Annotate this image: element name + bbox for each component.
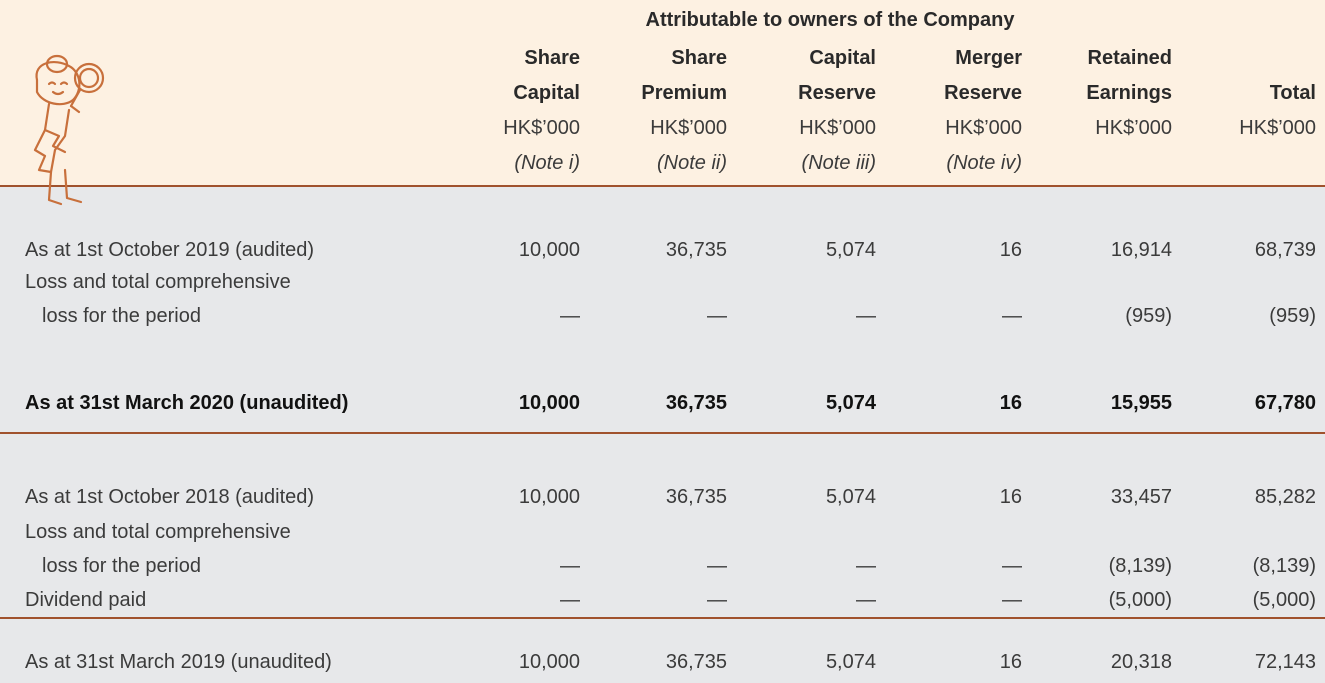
cell: 72,143 [1255, 650, 1316, 674]
column-header: Earnings [1086, 81, 1172, 105]
cell: (5,000) [1109, 588, 1172, 612]
cell: 10,000 [519, 485, 580, 509]
cell: — [707, 554, 727, 578]
column-unit: HK$’000 [503, 116, 580, 140]
row-label: As at 1st October 2019 (audited) [25, 238, 314, 262]
column-note: (Note iv) [946, 151, 1022, 175]
row-label: Dividend paid [25, 588, 146, 612]
column-header: Share [671, 46, 727, 70]
column-note: (Note i) [514, 151, 580, 175]
row-label: As at 31st March 2020 (unaudited) [25, 391, 348, 415]
row-label: As at 1st October 2018 (audited) [25, 485, 314, 509]
cell: 16 [1000, 238, 1022, 262]
cell: 20,318 [1111, 650, 1172, 674]
cell: — [707, 304, 727, 328]
cell: 36,735 [666, 391, 727, 415]
cell: 5,074 [826, 391, 876, 415]
row-label: As at 31st March 2019 (unaudited) [25, 650, 332, 674]
cell: 10,000 [519, 391, 580, 415]
rule [0, 432, 1325, 434]
row-label: Loss and total comprehensive [25, 520, 291, 544]
group-title: Attributable to owners of the Company [646, 8, 1015, 32]
column-header: Merger [955, 46, 1022, 70]
cell: 33,457 [1111, 485, 1172, 509]
row-label: Loss and total comprehensive [25, 270, 291, 294]
cell: 10,000 [519, 238, 580, 262]
column-header: Retained [1088, 46, 1172, 70]
rule [0, 185, 1325, 187]
column-header: Total [1270, 81, 1316, 105]
cell: — [856, 554, 876, 578]
cell: — [1002, 304, 1022, 328]
column-header: Premium [641, 81, 727, 105]
cell: — [560, 588, 580, 612]
row-label: loss for the period [42, 304, 201, 328]
column-header: Reserve [798, 81, 876, 105]
cell: — [1002, 554, 1022, 578]
cell: 85,282 [1255, 485, 1316, 509]
cell: (959) [1125, 304, 1172, 328]
cell: (959) [1269, 304, 1316, 328]
cell: 16 [1000, 650, 1022, 674]
cell: (8,139) [1253, 554, 1316, 578]
column-header: Reserve [944, 81, 1022, 105]
cell: (8,139) [1109, 554, 1172, 578]
cell: — [707, 588, 727, 612]
cell: 67,780 [1255, 391, 1316, 415]
column-unit: HK$’000 [945, 116, 1022, 140]
cell: 68,739 [1255, 238, 1316, 262]
cell: 5,074 [826, 650, 876, 674]
cell: 36,735 [666, 238, 727, 262]
column-header: Capital [809, 46, 876, 70]
cell: — [856, 304, 876, 328]
cell: 5,074 [826, 238, 876, 262]
cell: 5,074 [826, 485, 876, 509]
cell: — [560, 554, 580, 578]
cell: — [1002, 588, 1022, 612]
cell: — [560, 304, 580, 328]
column-unit: HK$’000 [1095, 116, 1172, 140]
column-unit: HK$’000 [799, 116, 876, 140]
column-unit: HK$’000 [650, 116, 727, 140]
row-label: loss for the period [42, 554, 201, 578]
cell: 16 [1000, 485, 1022, 509]
rule [0, 617, 1325, 619]
column-header: Capital [513, 81, 580, 105]
illustration [25, 40, 115, 225]
cell: 16 [1000, 391, 1022, 415]
cell: 15,955 [1111, 391, 1172, 415]
page: Attributable to owners of the Company Sha… [0, 0, 1325, 683]
cell: 36,735 [666, 650, 727, 674]
cell: 36,735 [666, 485, 727, 509]
column-header: Share [524, 46, 580, 70]
cell: 16,914 [1111, 238, 1172, 262]
column-note: (Note ii) [657, 151, 727, 175]
cell: 10,000 [519, 650, 580, 674]
column-note: (Note iii) [802, 151, 876, 175]
column-unit: HK$’000 [1239, 116, 1316, 140]
cell: (5,000) [1253, 588, 1316, 612]
cell: — [856, 588, 876, 612]
